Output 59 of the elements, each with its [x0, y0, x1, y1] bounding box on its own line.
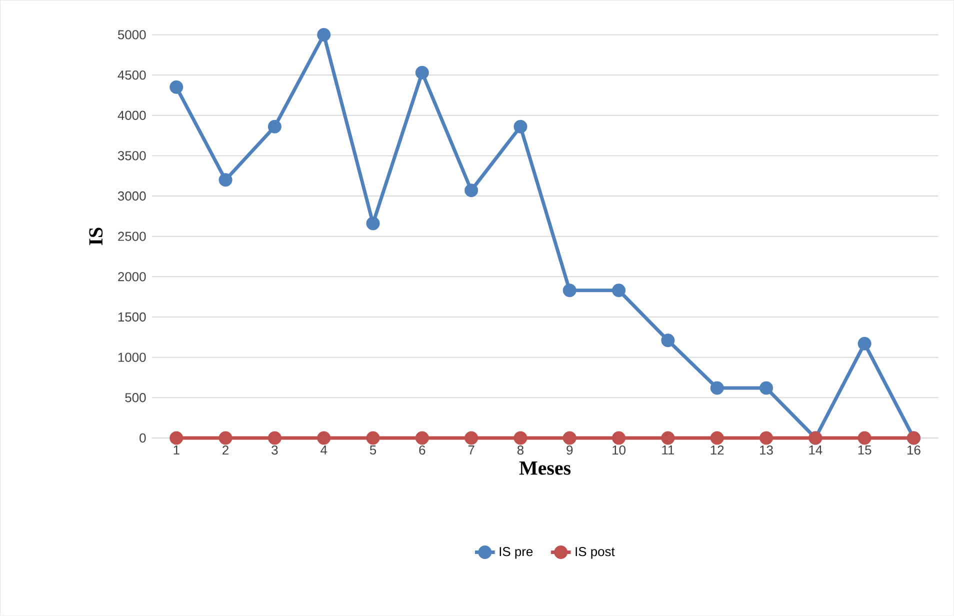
point [464, 431, 478, 445]
y-tick-label: 2500 [118, 232, 146, 242]
point [268, 120, 282, 134]
point [464, 184, 478, 198]
y-tick-label: 0 [140, 433, 146, 443]
x-tick-label: 4 [320, 446, 328, 455]
x-tick-label: 2 [222, 446, 228, 455]
point [317, 28, 331, 42]
legend-label: IS pre [500, 547, 533, 559]
point [415, 431, 429, 445]
point [858, 431, 872, 445]
y-tick-label: 3500 [118, 151, 146, 160]
point [612, 284, 626, 298]
x-tick-label: 1 [174, 446, 180, 455]
x-tick-label: 8 [517, 446, 524, 455]
y-tick-label: 1000 [118, 352, 146, 362]
point [218, 173, 232, 187]
point [759, 431, 773, 445]
point [661, 334, 675, 348]
x-axis-title: Meses [519, 462, 571, 475]
x-tick-label: 15 [858, 446, 872, 455]
point [317, 431, 331, 445]
point [366, 431, 380, 445]
x-tick-label: 10 [612, 446, 626, 455]
point [218, 431, 232, 445]
x-tick-label: 6 [419, 446, 426, 455]
point [170, 431, 184, 445]
y-tick-label: 1500 [118, 312, 146, 322]
point [562, 431, 576, 445]
x-tick-label: 16 [907, 446, 920, 455]
y-axis-title: IS [89, 228, 103, 246]
y-tick-label: 4500 [118, 70, 146, 80]
x-tick-label: 5 [370, 446, 376, 455]
point [710, 431, 724, 445]
y-tick-label: 5000 [118, 30, 146, 40]
y-tick-label: 3000 [118, 192, 146, 201]
point [170, 80, 184, 94]
point [612, 431, 626, 445]
point [858, 336, 872, 350]
y-tick-label: 500 [125, 393, 146, 402]
y-tick-label: 2000 [118, 272, 146, 282]
x-tick-label: 13 [760, 446, 773, 455]
point [366, 216, 380, 230]
point [562, 284, 576, 298]
legend-label: IS post [576, 547, 615, 559]
point [268, 431, 282, 445]
x-tick-label: 11 [662, 446, 674, 455]
y-tick-label: 4000 [118, 110, 146, 120]
point [661, 431, 675, 445]
x-tick-label: 14 [809, 446, 822, 455]
x-tick-label: 9 [566, 446, 573, 455]
x-tick-label: 3 [272, 446, 278, 455]
point [415, 66, 429, 80]
point [759, 381, 773, 395]
x-tick-label: 7 [468, 446, 474, 455]
point [710, 381, 724, 395]
point [514, 120, 528, 134]
point [514, 431, 528, 445]
x-tick-label: 12 [710, 446, 724, 455]
